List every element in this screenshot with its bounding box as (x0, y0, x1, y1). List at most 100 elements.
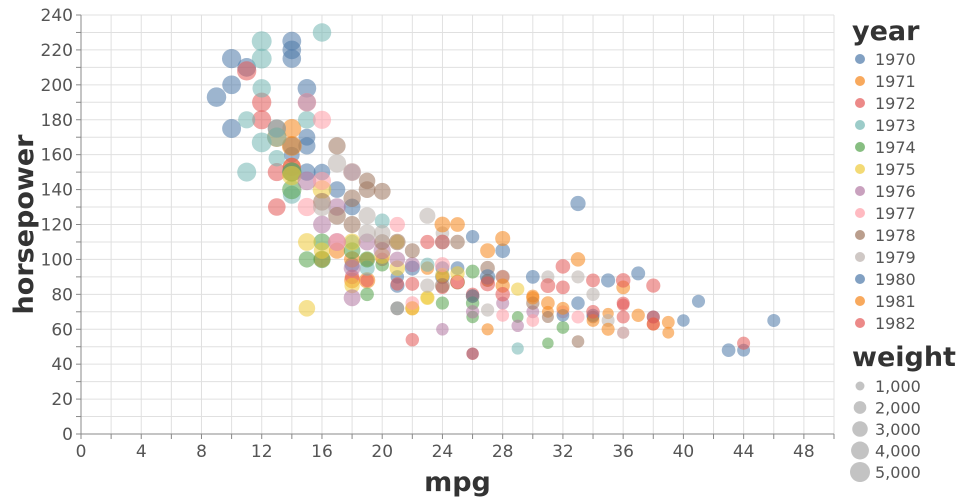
x-tick-label: 0 (76, 442, 87, 462)
data-point-1980 (767, 314, 781, 327)
data-point-1979 (617, 326, 630, 339)
data-point-1980 (677, 314, 690, 327)
data-point-1978 (450, 234, 465, 250)
legend-label: 1970 (875, 50, 916, 69)
y-axis-title: horsepower (9, 134, 40, 315)
data-point-1972 (405, 332, 420, 347)
data-point-1973 (252, 79, 271, 98)
data-point-1975 (420, 291, 434, 305)
data-point-1978 (541, 311, 554, 323)
data-point-1977 (328, 233, 346, 251)
size-legend-label: 5,000 (875, 463, 921, 482)
data-point-1981 (450, 217, 465, 232)
data-point-1980 (570, 195, 586, 212)
data-point-1981 (495, 230, 511, 247)
data-point-1981 (570, 252, 586, 267)
data-point-1979 (358, 207, 376, 225)
data-point-1982 (615, 273, 631, 288)
data-point-1975 (343, 233, 361, 251)
size-legend-symbol (853, 401, 867, 414)
data-point-1975 (344, 277, 360, 294)
size-legend-symbol (852, 421, 868, 437)
legend-label: 1973 (875, 116, 916, 135)
data-point-1976 (343, 289, 361, 307)
color-legend-title: year (852, 16, 920, 47)
y-tick-label: 160 (41, 146, 73, 166)
data-point-1980 (495, 243, 511, 259)
data-point-1977 (297, 93, 317, 112)
data-point-1978 (389, 233, 406, 251)
x-tick-label: 8 (196, 442, 207, 462)
legend-label: 1977 (875, 204, 916, 223)
data-point-1978 (328, 137, 346, 155)
data-point-1979 (420, 278, 435, 293)
data-point-1978 (328, 206, 346, 225)
legend-symbol (855, 54, 865, 64)
data-point-1973 (298, 110, 316, 129)
data-point-1971 (481, 323, 494, 336)
x-tick-label: 12 (251, 442, 273, 462)
data-point-1970 (465, 230, 480, 244)
data-point-1982 (616, 296, 630, 310)
data-point-1970 (298, 137, 316, 155)
data-point-1982 (435, 234, 450, 250)
data-point-1975 (313, 242, 331, 259)
data-point-1973 (511, 342, 524, 355)
data-point-1970 (222, 119, 242, 138)
data-point-1977 (450, 275, 465, 289)
data-points (206, 23, 781, 360)
data-point-1974 (465, 264, 480, 279)
data-point-1976 (297, 171, 317, 191)
data-point-1976 (404, 257, 420, 273)
data-point-1974 (298, 251, 316, 268)
y-tick-label: 20 (51, 390, 73, 410)
legend-symbol (855, 186, 865, 196)
data-point-1975 (511, 282, 525, 296)
data-point-1974 (282, 179, 302, 200)
x-axis-title: mpg (424, 467, 491, 498)
data-point-1980 (601, 273, 616, 288)
data-point-1976 (465, 305, 480, 319)
data-point-1981 (661, 315, 675, 329)
x-tick-label: 48 (793, 442, 815, 462)
data-point-1974 (511, 311, 524, 323)
data-point-1981 (556, 301, 570, 315)
data-point-1978 (404, 243, 420, 259)
legend-label: 1975 (875, 160, 916, 179)
data-point-1977 (312, 110, 332, 129)
data-point-1979 (312, 197, 332, 217)
data-point-1981 (541, 296, 555, 310)
data-point-1975 (298, 300, 316, 317)
x-tick-label: 24 (432, 442, 454, 462)
data-point-1980 (721, 343, 736, 358)
data-point-1977 (526, 314, 540, 327)
size-legend-symbol (851, 441, 869, 460)
legend-symbol (855, 76, 865, 86)
data-point-1977 (405, 296, 420, 310)
data-point-1976 (343, 259, 361, 277)
legend-symbol (855, 120, 865, 130)
data-point-1972 (268, 198, 286, 216)
data-point-1982 (495, 287, 510, 302)
y-tick-label: 200 (41, 76, 73, 96)
data-point-1971 (282, 119, 302, 138)
size-legend-symbol (850, 462, 870, 482)
legend-symbol (855, 318, 865, 328)
data-point-1982 (555, 259, 571, 274)
legend-label: 1981 (875, 292, 916, 311)
x-tick-label: 44 (733, 442, 755, 462)
data-point-1976 (511, 319, 524, 333)
data-point-1972 (267, 163, 286, 182)
data-point-1974 (359, 251, 376, 268)
y-tick-label: 140 (41, 181, 73, 201)
legend-label: 1982 (875, 314, 916, 333)
legend-symbol (855, 208, 865, 218)
data-point-1979 (419, 207, 436, 224)
data-point-1979 (480, 303, 495, 317)
data-point-1982 (586, 305, 600, 319)
size-legend-label: 2,000 (875, 399, 921, 418)
data-point-1973 (237, 162, 257, 182)
data-point-1972 (252, 110, 272, 130)
legend-symbol (855, 142, 865, 152)
data-point-1979 (373, 224, 391, 242)
